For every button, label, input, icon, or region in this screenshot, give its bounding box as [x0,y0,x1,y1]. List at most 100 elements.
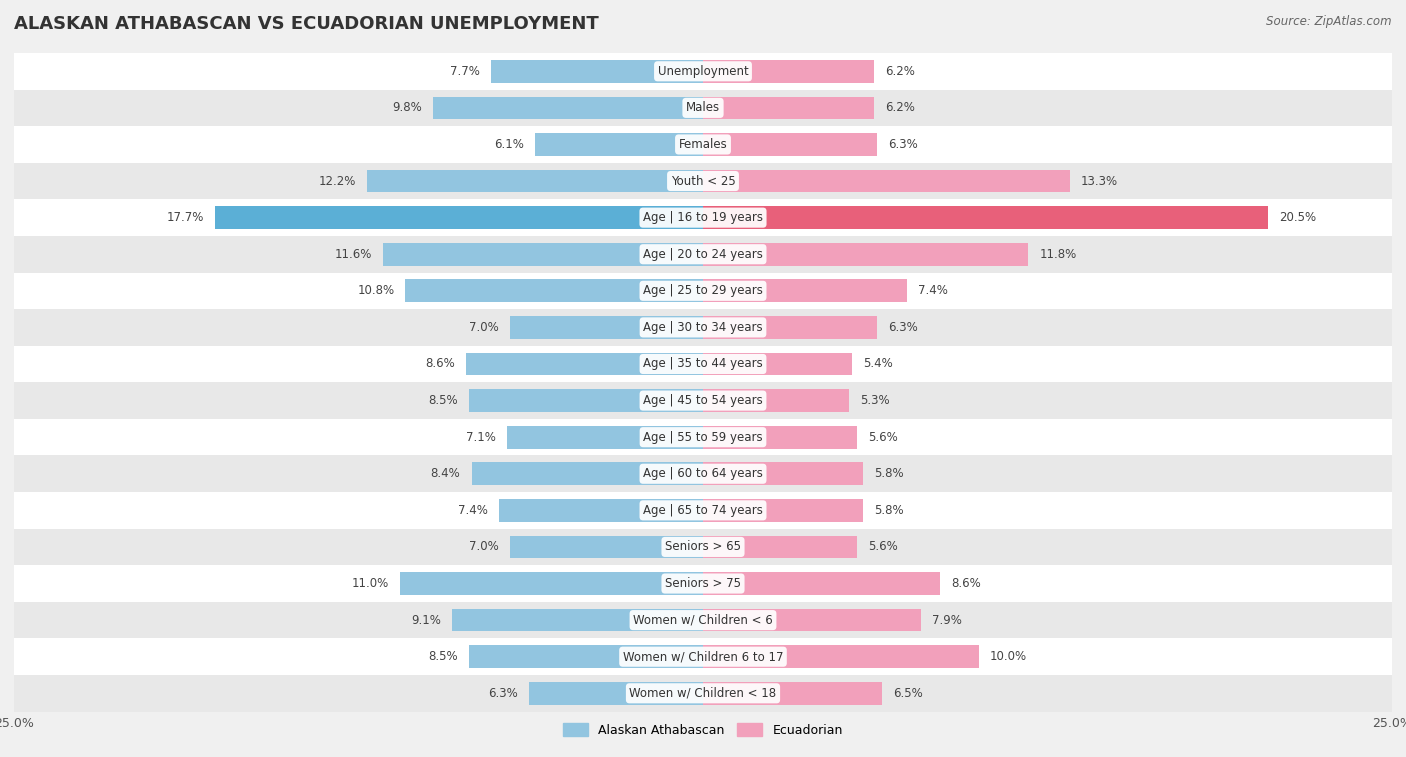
Text: 7.0%: 7.0% [470,540,499,553]
Text: Females: Females [679,138,727,151]
Bar [405,279,703,302]
Bar [433,97,703,119]
Text: 11.8%: 11.8% [1039,248,1077,260]
Bar [14,236,1392,273]
Bar [703,426,858,448]
Bar [399,572,703,595]
Bar [468,646,703,668]
Text: 8.4%: 8.4% [430,467,461,480]
Bar [491,60,703,83]
Bar [367,170,703,192]
Text: Age | 30 to 34 years: Age | 30 to 34 years [643,321,763,334]
Bar [14,273,1392,309]
Text: 7.1%: 7.1% [467,431,496,444]
Text: 5.8%: 5.8% [875,504,904,517]
Text: Source: ZipAtlas.com: Source: ZipAtlas.com [1267,15,1392,28]
Bar [703,463,863,485]
Bar [703,389,849,412]
Text: 17.7%: 17.7% [167,211,204,224]
Bar [703,243,1028,266]
Text: Age | 65 to 74 years: Age | 65 to 74 years [643,504,763,517]
Bar [703,279,907,302]
Bar [703,536,858,558]
Text: 5.4%: 5.4% [863,357,893,370]
Text: 8.6%: 8.6% [425,357,456,370]
Bar [14,163,1392,199]
Text: 20.5%: 20.5% [1279,211,1316,224]
Bar [534,133,703,156]
Bar [14,602,1392,638]
Bar [14,492,1392,528]
Bar [499,499,703,522]
Text: 8.6%: 8.6% [950,577,981,590]
Bar [530,682,703,705]
Bar [14,89,1392,126]
Text: 12.2%: 12.2% [318,175,356,188]
Bar [510,316,703,338]
Text: 6.3%: 6.3% [489,687,519,699]
Bar [14,565,1392,602]
Text: 6.2%: 6.2% [884,65,915,78]
Text: 6.5%: 6.5% [893,687,922,699]
Bar [14,638,1392,675]
Text: Age | 45 to 54 years: Age | 45 to 54 years [643,394,763,407]
Text: 9.8%: 9.8% [392,101,422,114]
Legend: Alaskan Athabascan, Ecuadorian: Alaskan Athabascan, Ecuadorian [558,718,848,742]
Text: 10.0%: 10.0% [990,650,1026,663]
Text: Youth < 25: Youth < 25 [671,175,735,188]
Text: 5.3%: 5.3% [860,394,890,407]
Bar [471,463,703,485]
Text: Males: Males [686,101,720,114]
Bar [703,572,941,595]
Bar [14,382,1392,419]
Bar [14,53,1392,89]
Bar [703,207,1268,229]
Bar [703,646,979,668]
Text: Women w/ Children < 6: Women w/ Children < 6 [633,614,773,627]
Text: Seniors > 65: Seniors > 65 [665,540,741,553]
Bar [703,97,875,119]
Text: Unemployment: Unemployment [658,65,748,78]
Text: Age | 60 to 64 years: Age | 60 to 64 years [643,467,763,480]
Text: 5.6%: 5.6% [869,540,898,553]
Bar [14,675,1392,712]
Text: Age | 35 to 44 years: Age | 35 to 44 years [643,357,763,370]
Bar [703,133,876,156]
Bar [703,609,921,631]
Bar [703,499,863,522]
Bar [14,419,1392,456]
Text: 6.1%: 6.1% [494,138,524,151]
Bar [703,682,882,705]
Bar [14,456,1392,492]
Text: 5.8%: 5.8% [875,467,904,480]
Text: 6.3%: 6.3% [887,138,917,151]
Text: 7.9%: 7.9% [932,614,962,627]
Bar [14,346,1392,382]
Bar [510,536,703,558]
Text: 8.5%: 8.5% [427,650,458,663]
Bar [468,389,703,412]
Text: 5.6%: 5.6% [869,431,898,444]
Text: Age | 55 to 59 years: Age | 55 to 59 years [643,431,763,444]
Text: 9.1%: 9.1% [412,614,441,627]
Text: Women w/ Children < 18: Women w/ Children < 18 [630,687,776,699]
Bar [453,609,703,631]
Text: Age | 16 to 19 years: Age | 16 to 19 years [643,211,763,224]
Text: 13.3%: 13.3% [1081,175,1118,188]
Text: Age | 20 to 24 years: Age | 20 to 24 years [643,248,763,260]
Bar [14,199,1392,236]
Bar [14,528,1392,565]
Text: 11.6%: 11.6% [335,248,373,260]
Text: 6.3%: 6.3% [887,321,917,334]
Bar [14,309,1392,346]
Bar [703,170,1070,192]
Bar [508,426,703,448]
Text: 7.4%: 7.4% [918,285,948,298]
Text: Age | 25 to 29 years: Age | 25 to 29 years [643,285,763,298]
Text: 11.0%: 11.0% [352,577,389,590]
Text: Seniors > 75: Seniors > 75 [665,577,741,590]
Text: 6.2%: 6.2% [884,101,915,114]
Text: 7.4%: 7.4% [458,504,488,517]
Bar [465,353,703,375]
Text: ALASKAN ATHABASCAN VS ECUADORIAN UNEMPLOYMENT: ALASKAN ATHABASCAN VS ECUADORIAN UNEMPLO… [14,15,599,33]
